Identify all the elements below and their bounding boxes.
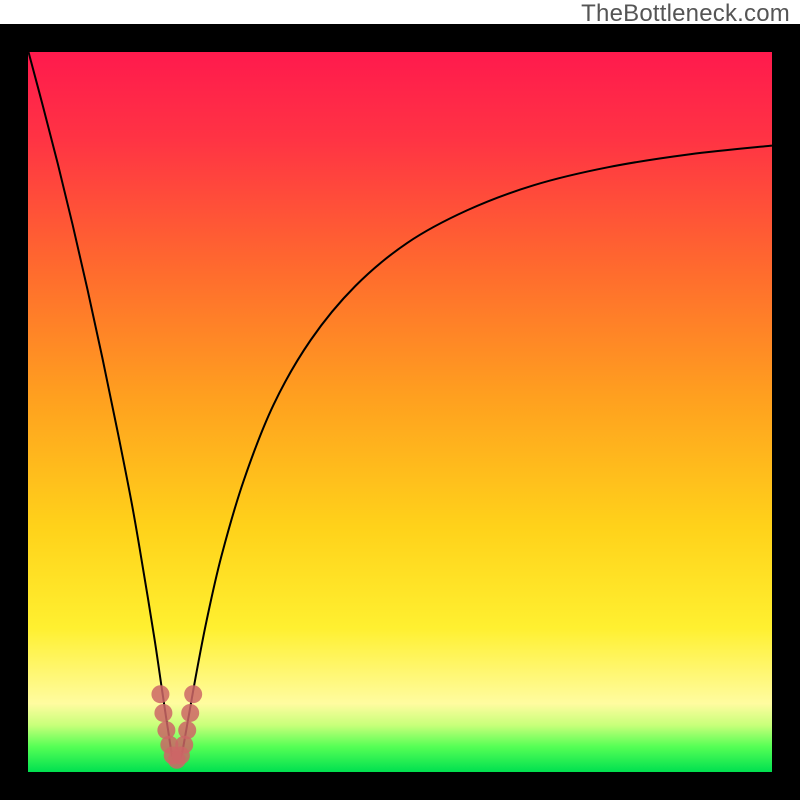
plot-area xyxy=(28,52,772,772)
min-region-marker xyxy=(151,685,169,703)
min-region-marker xyxy=(184,685,202,703)
min-region-marker xyxy=(178,721,196,739)
figure-root: TheBottleneck.com xyxy=(0,0,800,800)
min-region-marker xyxy=(154,704,172,722)
watermark-text: TheBottleneck.com xyxy=(581,0,790,28)
min-region-marker xyxy=(181,704,199,722)
